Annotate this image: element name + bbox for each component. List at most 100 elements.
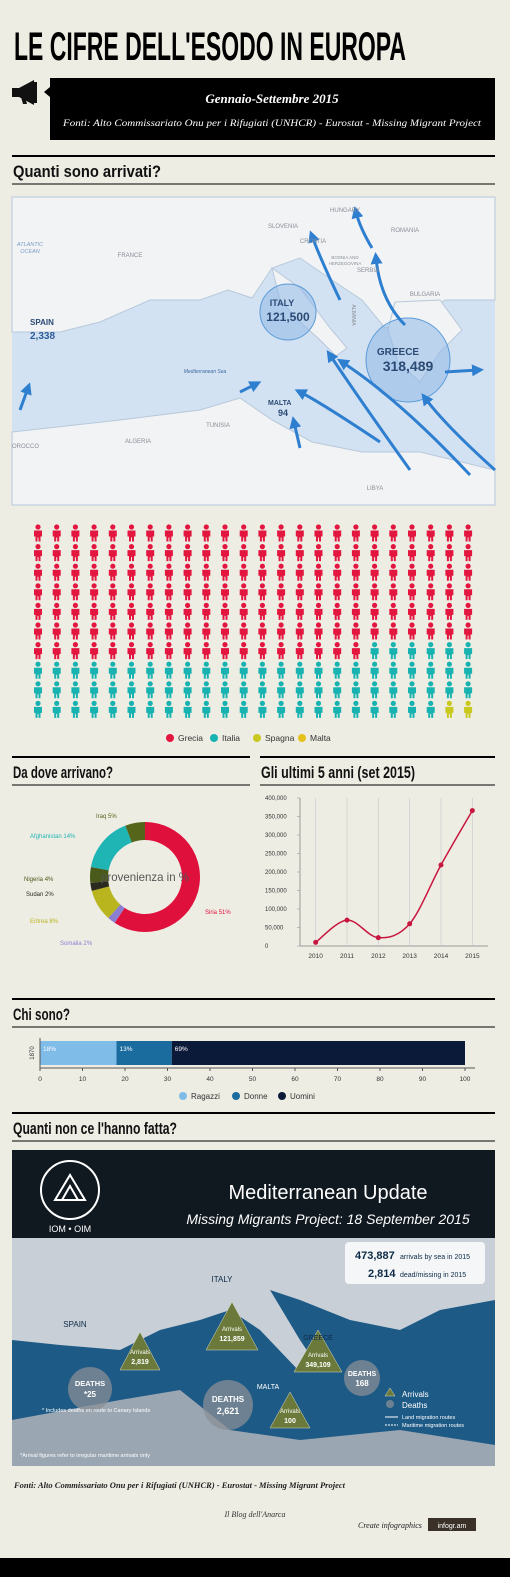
person-icon bbox=[202, 563, 211, 581]
person-icon bbox=[221, 700, 229, 718]
person-icon bbox=[71, 602, 80, 620]
iom-label: 473,887 bbox=[355, 1250, 395, 1262]
person-icon bbox=[52, 524, 61, 542]
person-icon bbox=[333, 681, 342, 699]
person-icon bbox=[426, 563, 435, 581]
y-tick-label: 250,000 bbox=[265, 852, 287, 858]
person-icon bbox=[351, 681, 360, 699]
person-icon bbox=[464, 641, 473, 660]
map-label: ATLANTIC bbox=[16, 242, 43, 248]
donut-value: 5% bbox=[108, 814, 117, 820]
person-icon bbox=[408, 583, 416, 601]
person-icon bbox=[239, 641, 248, 660]
person-icon bbox=[127, 602, 136, 620]
point bbox=[313, 939, 319, 945]
person-icon bbox=[333, 543, 342, 562]
megaphone-icon bbox=[12, 80, 37, 105]
person-icon bbox=[71, 622, 80, 640]
period: Gennaio-Settembre 2015 bbox=[205, 91, 339, 106]
bar-segment bbox=[116, 1041, 172, 1065]
person-icon bbox=[183, 524, 192, 542]
person-icon bbox=[183, 661, 192, 679]
person-icon bbox=[221, 602, 229, 620]
person-icon bbox=[408, 661, 416, 679]
person-icon bbox=[258, 563, 267, 581]
iom-label: Land migration routes bbox=[402, 1415, 455, 1421]
person-icon bbox=[127, 700, 136, 718]
person-icon bbox=[333, 602, 342, 620]
x-tick-label: 60 bbox=[291, 1076, 299, 1083]
person-icon bbox=[408, 563, 416, 581]
person-icon bbox=[389, 661, 398, 679]
person-icon bbox=[127, 661, 136, 679]
iom-label: Arrivals bbox=[222, 1327, 242, 1333]
section-heading: Da dove arrivano? bbox=[13, 763, 113, 782]
legend-swatch bbox=[298, 734, 306, 742]
y-tick-label: 400,000 bbox=[265, 796, 287, 802]
person-icon bbox=[183, 563, 192, 581]
person-icon bbox=[370, 563, 379, 581]
person-icon bbox=[52, 700, 61, 718]
person-icon bbox=[90, 543, 99, 562]
iom-label: Arrivals bbox=[402, 1390, 429, 1399]
person-icon bbox=[221, 543, 229, 562]
person-icon bbox=[52, 681, 61, 699]
person-icon bbox=[71, 681, 80, 699]
person-icon bbox=[34, 622, 42, 640]
map-label: OROCCO bbox=[12, 444, 39, 450]
donut-segment bbox=[91, 886, 121, 918]
person-icon bbox=[258, 543, 267, 562]
legend-label: Grecia bbox=[178, 733, 203, 743]
person-icon bbox=[426, 641, 435, 660]
map-label: BULGARIA bbox=[410, 292, 440, 298]
map-label: ALBANIA bbox=[350, 304, 356, 326]
map-label: GREECE bbox=[377, 347, 420, 358]
person-icon bbox=[445, 641, 454, 660]
map-label: HUNGARY bbox=[330, 208, 360, 214]
person-icon bbox=[239, 524, 248, 542]
person-icon bbox=[108, 543, 117, 562]
person-icon bbox=[164, 700, 173, 718]
person-icon bbox=[146, 681, 155, 699]
bar-value-label: 18% bbox=[43, 1046, 56, 1053]
donut-value: 2% bbox=[83, 941, 92, 947]
person-icon bbox=[333, 700, 342, 718]
iom-label: Deaths bbox=[402, 1401, 427, 1410]
person-icon bbox=[333, 661, 342, 679]
person-icon bbox=[277, 641, 286, 660]
bar-value-label: 69% bbox=[175, 1046, 188, 1053]
person-icon bbox=[314, 563, 323, 581]
donut-category: Eritrea bbox=[30, 919, 48, 925]
person-icon bbox=[221, 641, 229, 660]
person-icon bbox=[426, 622, 435, 640]
section-heading: Chi sono? bbox=[13, 1005, 70, 1024]
person-icon bbox=[108, 602, 117, 620]
title: LE CIFRE DELL'ESODO IN EUROPA bbox=[14, 25, 406, 69]
person-icon bbox=[464, 622, 473, 640]
person-icon bbox=[183, 583, 192, 601]
person-icon bbox=[426, 681, 435, 699]
person-icon bbox=[108, 700, 117, 718]
donut-segment bbox=[90, 881, 110, 891]
person-icon bbox=[314, 602, 323, 620]
person-icon bbox=[389, 641, 398, 660]
person-icon bbox=[108, 681, 117, 699]
person-icon bbox=[127, 641, 136, 660]
person-icon bbox=[445, 602, 454, 620]
person-icon bbox=[52, 642, 61, 660]
legend-swatch bbox=[232, 1092, 240, 1100]
person-icon bbox=[295, 641, 304, 660]
blog-name: Il Blog dell'Anarca bbox=[224, 1510, 286, 1519]
person-icon bbox=[202, 583, 211, 601]
map-label: 94 bbox=[278, 408, 288, 418]
person-icon bbox=[202, 641, 211, 660]
person-icon bbox=[445, 681, 454, 699]
person-icon bbox=[445, 524, 454, 542]
x-tick-label: 2014 bbox=[434, 953, 449, 960]
person-icon bbox=[34, 661, 42, 679]
iom-label: GREECE bbox=[303, 1335, 333, 1342]
person-icon bbox=[351, 661, 360, 679]
person-icon bbox=[295, 622, 304, 640]
person-icon bbox=[183, 622, 192, 640]
